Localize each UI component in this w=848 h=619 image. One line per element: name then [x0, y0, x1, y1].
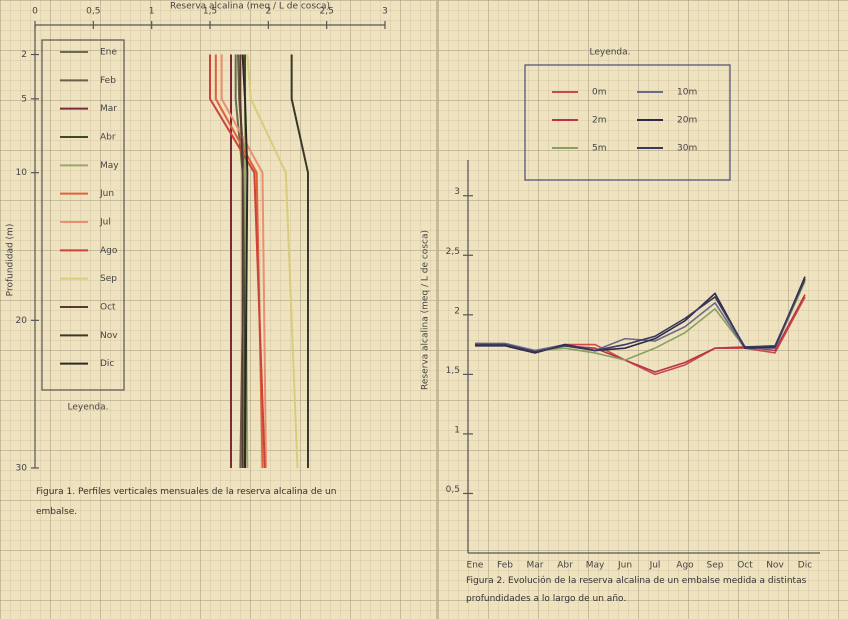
legend-label: Dic [100, 359, 114, 369]
legend-label: Ago [100, 246, 118, 256]
profile-line [214, 54, 264, 469]
y-tick-label: 5 [21, 94, 27, 104]
legend-label: 0m [592, 88, 607, 98]
legend-box [524, 64, 731, 181]
series-line [474, 294, 806, 373]
legend-label: 2m [592, 116, 607, 126]
profile-line [290, 54, 309, 468]
x-tick-label: Jun [617, 561, 632, 571]
legend-label: 30m [677, 144, 697, 154]
x-tick-label: Feb [497, 561, 513, 571]
profile-line [241, 54, 249, 469]
series-line [475, 296, 806, 376]
x-tick-label: Abr [557, 561, 573, 571]
y-tick-label: 2 [21, 50, 27, 60]
y-axis-label: Reserva alcalina (meq / L de cosca) [421, 230, 431, 390]
legend-label: May [100, 161, 119, 171]
x-tick-label: Nov [766, 561, 784, 571]
legend-label: Nov [100, 331, 118, 341]
x-tick-label: 2 [265, 7, 271, 17]
x-tick-label: 2,5 [320, 7, 334, 17]
x-tick-label: Ene [467, 561, 484, 571]
profile-line [239, 54, 244, 468]
y-tick-label: 0,5 [446, 485, 460, 495]
x-tick-label: Ago [676, 561, 694, 571]
y-tick-label: 10 [16, 168, 28, 178]
y-axis-label: Profundidad (m) [6, 224, 16, 297]
profile-line [246, 54, 299, 469]
legend-label: Ene [100, 48, 117, 58]
y-tick-label: 1 [454, 425, 460, 435]
x-tick-label: Sep [707, 561, 724, 571]
legend-label: 20m [677, 116, 697, 126]
legend-label: Sep [100, 274, 117, 284]
legend-label: Jul [99, 218, 111, 228]
x-tick-label: Oct [737, 561, 753, 571]
profile-line [209, 54, 266, 469]
caption: Figura 2. Evolución de la reserva alcali… [466, 576, 807, 604]
legend-box [41, 39, 125, 391]
legend-label: Oct [100, 303, 116, 313]
y-tick-label: 2,5 [446, 247, 460, 257]
x-tick-label: Mar [527, 561, 544, 571]
x-tick-label: 0 [32, 7, 38, 17]
x-tick-label: 1,5 [203, 7, 217, 17]
series-line [475, 276, 806, 354]
y-tick-label: 30 [16, 464, 28, 474]
series-line [475, 278, 806, 353]
x-tick-label: 1 [149, 7, 155, 17]
y-tick-label: 2 [454, 306, 460, 316]
legend-label: 5m [592, 144, 607, 154]
x-tick-label: 0,5 [86, 7, 100, 17]
legend-label: Feb [100, 76, 116, 86]
caption: Figura 1. Perfiles verticales mensuales … [36, 487, 337, 517]
x-tick-label: Dic [798, 561, 812, 571]
legend-label: Abr [100, 133, 116, 143]
legend-label: Jun [99, 189, 114, 199]
legend-title: Leyenda. [67, 403, 108, 413]
x-axis-label: Reserva alcalina (meq / L de cosca) [170, 2, 330, 12]
y-tick-label: 20 [16, 316, 28, 326]
legend-label: Mar [100, 104, 117, 114]
x-tick-label: 3 [382, 7, 388, 17]
right-page [438, 0, 848, 619]
legend-label: 10m [677, 88, 697, 98]
y-tick-label: 1,5 [446, 366, 460, 376]
y-tick-label: 3 [454, 187, 460, 197]
legend-title: Leyenda. [589, 48, 630, 58]
x-tick-label: Jul [649, 561, 661, 571]
x-tick-label: May [586, 561, 605, 571]
